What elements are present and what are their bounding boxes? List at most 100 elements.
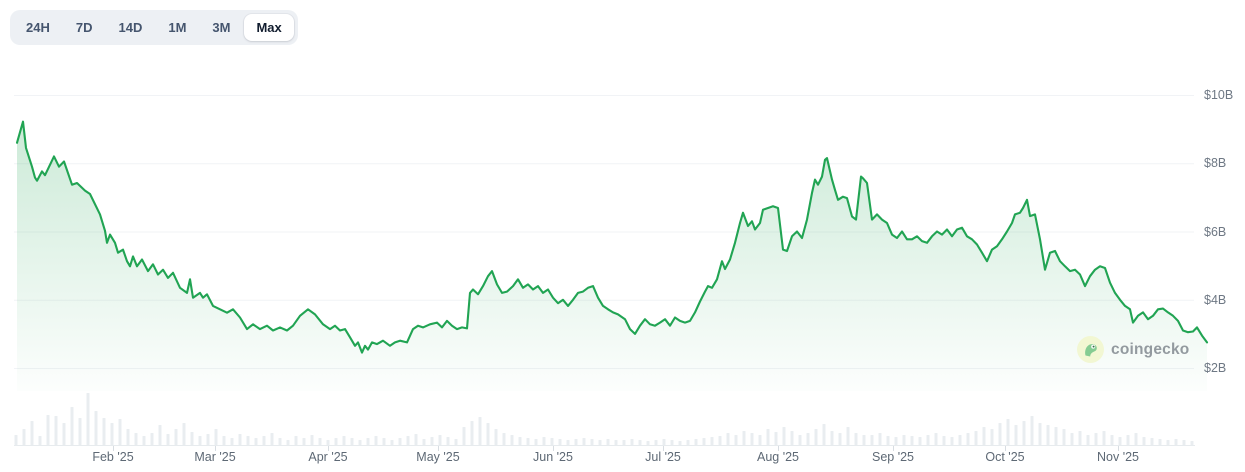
volume-bar xyxy=(1086,435,1090,445)
x-tick-label: Feb '25 xyxy=(92,450,134,464)
price-line xyxy=(15,120,1209,354)
volume-bar xyxy=(686,440,690,445)
volume-bar xyxy=(102,418,106,445)
volume-bar xyxy=(86,393,90,445)
volume-bar xyxy=(462,427,466,445)
range-button-14d[interactable]: 14D xyxy=(106,14,154,41)
volume-bar xyxy=(422,439,426,445)
volume-bar xyxy=(1118,437,1122,445)
volume-bar xyxy=(534,439,538,445)
volume-bar xyxy=(790,431,794,445)
volume-bar xyxy=(702,438,706,445)
volume-bar xyxy=(1158,439,1162,445)
volume-bar xyxy=(806,433,810,445)
volume-bar xyxy=(742,431,746,445)
volume-bar xyxy=(1110,435,1114,445)
x-tick-label: Aug '25 xyxy=(756,450,800,464)
volume-bar xyxy=(918,437,922,445)
x-tick-label: Sep '25 xyxy=(871,450,915,464)
volume-bar xyxy=(382,438,386,445)
volume-bar xyxy=(222,436,226,445)
volume-bar xyxy=(734,435,738,445)
volume-bar xyxy=(630,439,634,445)
volume-bar xyxy=(1078,431,1082,445)
volume-bar xyxy=(590,439,594,445)
volume-bar xyxy=(78,418,82,445)
volume-bar xyxy=(526,438,530,445)
volume-bar xyxy=(566,440,570,445)
volume-bar xyxy=(1062,429,1066,445)
volume-bar xyxy=(398,438,402,445)
y-tick-label: $2B xyxy=(1204,361,1227,375)
volume-bar xyxy=(502,433,506,445)
volume-bar xyxy=(662,439,666,445)
volume-bar xyxy=(990,429,994,445)
volume-bar xyxy=(518,437,522,445)
volume-bar xyxy=(166,434,170,445)
volume-bar xyxy=(822,424,826,445)
volume-bar xyxy=(726,433,730,445)
x-tick-label: Oct '25 xyxy=(985,450,1025,464)
volume-bar xyxy=(1054,427,1058,445)
volume-bar xyxy=(846,427,850,445)
volume-bar xyxy=(606,439,610,445)
volume-bar xyxy=(14,435,18,445)
x-tick-label: Mar '25 xyxy=(194,450,236,464)
volume-bar xyxy=(718,436,722,445)
volume-bar xyxy=(374,436,378,445)
volume-bar xyxy=(550,438,554,445)
volume-bar xyxy=(318,438,322,445)
volume-bar xyxy=(334,438,338,445)
volume-bar xyxy=(446,437,450,445)
volume-bar xyxy=(838,433,842,445)
range-button-7d[interactable]: 7D xyxy=(64,14,105,41)
volume-bar xyxy=(774,432,778,445)
volume-bar xyxy=(798,435,802,445)
volume-bar xyxy=(958,435,962,445)
volume-bar xyxy=(478,417,482,445)
volume-bar xyxy=(70,407,74,445)
volume-bar xyxy=(198,436,202,445)
x-tick-label: May '25 xyxy=(416,450,460,464)
x-tick-label: Nov '25 xyxy=(1097,450,1139,464)
range-button-max[interactable]: Max xyxy=(244,14,294,41)
volume-bar xyxy=(1166,440,1170,445)
volume-bar xyxy=(182,423,186,445)
volume-bar xyxy=(710,437,714,445)
volume-bar xyxy=(270,433,274,445)
volume-bar xyxy=(30,421,34,445)
volume-bar xyxy=(54,416,58,445)
volume-bar xyxy=(1102,431,1106,445)
volume-bar xyxy=(646,441,650,445)
volume-bar xyxy=(278,438,282,445)
volume-bar xyxy=(998,423,1002,445)
volume-bar xyxy=(1094,433,1098,445)
volume-bar xyxy=(118,419,122,445)
volume-bar xyxy=(622,440,626,445)
range-button-1m[interactable]: 1M xyxy=(156,14,198,41)
volume-bar xyxy=(1038,423,1042,445)
volume-bar xyxy=(654,440,658,445)
volume-bar xyxy=(142,436,146,445)
volume-bar xyxy=(870,435,874,445)
volume-bar xyxy=(1022,421,1026,445)
volume-bar xyxy=(782,427,786,445)
volume-bar xyxy=(438,435,442,445)
volume-bar xyxy=(974,431,978,445)
volume-bar xyxy=(454,439,458,445)
volume-bar xyxy=(358,440,362,445)
volume-bar xyxy=(262,436,266,445)
volume-bar xyxy=(150,433,154,445)
range-button-24h[interactable]: 24H xyxy=(14,14,62,41)
volume-bar xyxy=(294,436,298,445)
volume-bar xyxy=(758,435,762,445)
volume-bar xyxy=(174,429,178,445)
range-button-3m[interactable]: 3M xyxy=(200,14,242,41)
volume-bar xyxy=(158,425,162,445)
y-tick-label: $6B xyxy=(1204,224,1227,239)
volume-bar xyxy=(934,433,938,445)
volume-bar xyxy=(342,436,346,445)
volume-bar xyxy=(902,435,906,445)
x-tick-label: Jul '25 xyxy=(645,450,681,464)
